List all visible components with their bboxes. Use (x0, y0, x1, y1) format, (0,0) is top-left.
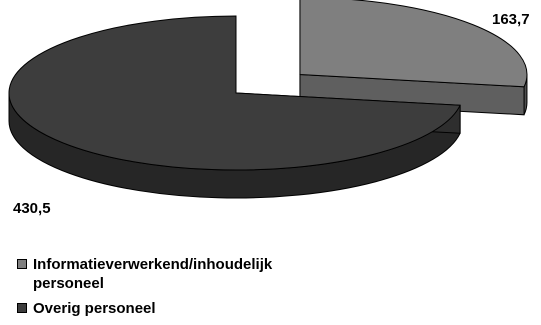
legend-item-overig: Overig personeel (17, 299, 417, 318)
legend-label-informatieverwerkend: Informatieverwerkend/inhoudelijk persone… (33, 256, 273, 292)
slice-value-label-overig: 430,5 (13, 200, 51, 217)
legend-item-informatieverwerkend: Informatieverwerkend/inhoudelijk persone… (17, 255, 417, 293)
legend-swatch-informatieverwerkend (17, 259, 27, 269)
legend-label-overig: Overig personeel (33, 300, 156, 317)
legend-swatch-overig (17, 303, 27, 313)
pie-slice-1 (8, 15, 461, 171)
legend: Informatieverwerkend/inhoudelijk persone… (17, 255, 417, 324)
pie-slice-0 (299, 0, 528, 88)
slice-value-label-informatieverwerkend: 163,7 (492, 11, 530, 28)
pie-tops (8, 0, 528, 171)
